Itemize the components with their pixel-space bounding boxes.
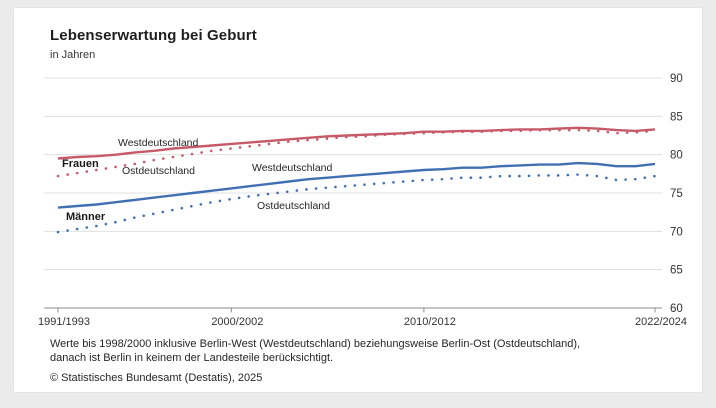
series-label-maenner: Männer: [66, 211, 106, 223]
series-label-frauen-west: Westdeutschland: [118, 137, 199, 149]
copyright-text: © Statistisches Bundesamt (Destatis), 20…: [50, 372, 263, 384]
y-tick-label: 70: [670, 226, 683, 238]
chart-title: Lebenserwartung bei Geburt: [50, 27, 257, 44]
series-label-frauen-ost: Ostdeutschland: [122, 165, 195, 177]
series-line-maenner-westdeutschland: [57, 161, 656, 209]
chart-card: Lebenserwartung bei Geburt in Jahren 60 6…: [14, 8, 702, 392]
chart-subtitle: in Jahren: [50, 49, 96, 61]
y-tick-label: 90: [670, 73, 683, 85]
series-line-maenner-ostdeutschland: [56, 173, 657, 234]
series-label-maenner-west: Westdeutschland: [252, 162, 333, 174]
footnote: Werte bis 1998/2000 inklusive Berlin-Wes…: [50, 338, 581, 364]
x-tick-label: 2010/2012: [404, 316, 456, 328]
y-tick-label: 85: [670, 111, 683, 123]
y-tick-label: 60: [670, 303, 683, 315]
line-chart: 60 65 70 75 80 85 90 1991/1993 2000/2002 2010/201…: [38, 73, 687, 328]
y-tick-label: 65: [670, 265, 683, 277]
x-tick-label: 2022/2024: [635, 316, 687, 328]
y-tick-label: 80: [670, 150, 683, 162]
series-label-maenner-ost: Ostdeutschland: [257, 200, 330, 212]
x-tick-label: 2000/2002: [211, 316, 263, 328]
series-line-frauen-ostdeutschland: [56, 128, 657, 178]
series-line-frauen-westdeutschland: [57, 126, 656, 160]
series-label-frauen: Frauen: [62, 158, 99, 170]
x-tick-label: 1991/1993: [38, 316, 90, 328]
y-tick-label: 75: [670, 188, 683, 200]
